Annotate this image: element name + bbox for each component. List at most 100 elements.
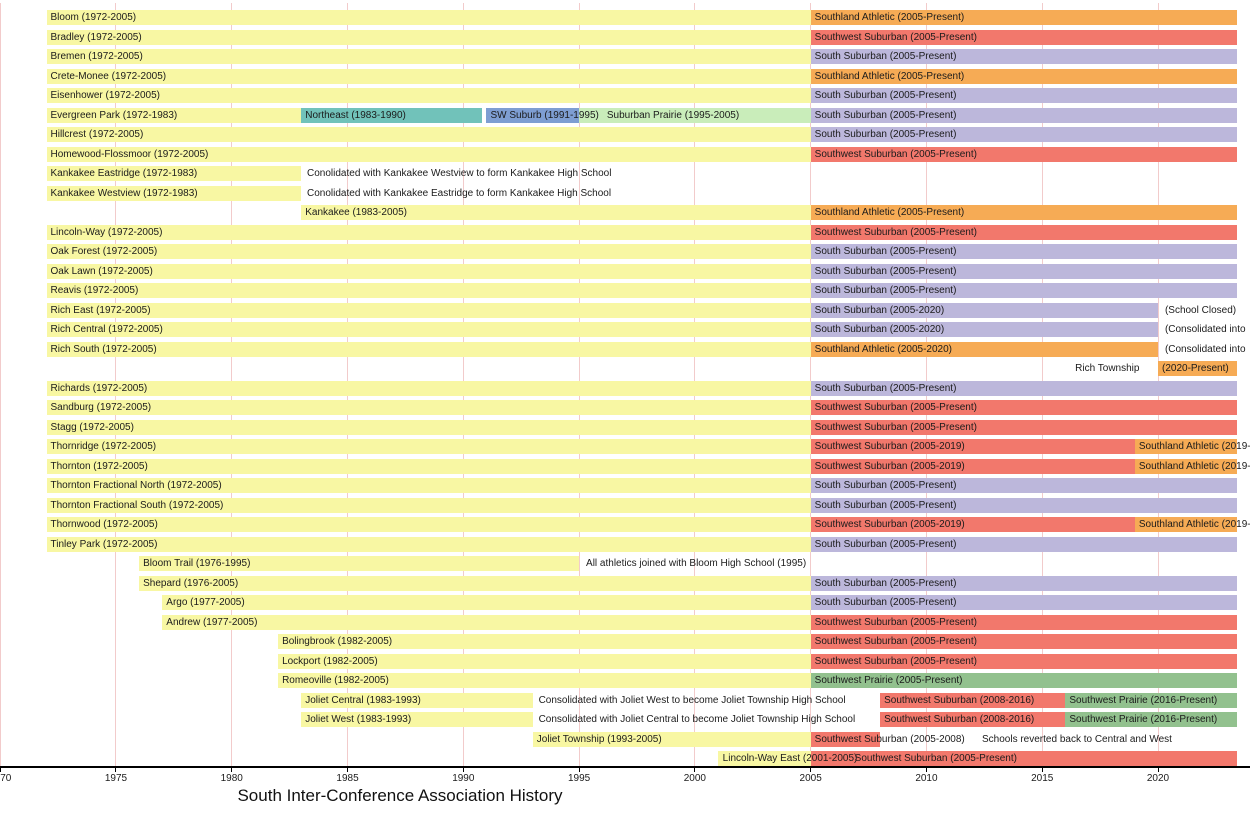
timeline-bar [810,29,1237,45]
timeline-bar [46,536,811,552]
timeline-bar-label: Eisenhower (1972-2005) [50,90,161,102]
timeline-bar-label: Homewood-Flossmoor (1972-2005) [50,148,209,160]
timeline-bar [810,68,1237,84]
timeline-bar [810,322,1158,338]
timeline-bar [1065,692,1237,708]
timeline-bar [46,478,811,494]
timeline-bar [810,673,1237,689]
timeline-bar-label: Southwest Suburban (2005-Present) [814,226,977,238]
timeline-bar-label: South Suburban (2005-2020) [814,304,945,316]
x-axis-tick [347,768,349,772]
x-axis-tick-label: 1990 [452,772,475,784]
timeline-bar [278,653,811,669]
timeline-bar-label: Thornwood (1972-2005) [50,519,158,531]
timeline-bar-label: Thornton Fractional North (1972-2005) [50,480,222,492]
timeline-bar [46,10,811,25]
timeline-bar-label: Joliet Central (1983-1993) [305,694,421,706]
timeline-bar [46,68,811,84]
timeline-bar [810,614,1237,630]
timeline-bar [46,244,811,260]
timeline-bar-label: Suburban Prairie (1995-2005) [606,109,740,121]
x-axis-tick [925,768,927,772]
timeline-bar [301,692,533,708]
timeline-bar [486,107,580,123]
timeline-bar [810,88,1237,104]
timeline-bar [46,263,811,279]
timeline-bar-label: Thornridge (1972-2005) [50,441,157,453]
timeline-bar [810,49,1237,65]
timeline-bar [579,107,811,123]
timeline-bar-label: Southwest Suburban (2005-Present) [854,753,1017,765]
timeline-bar [810,536,1237,552]
timeline-bar [718,751,811,767]
timeline-bar [46,283,811,299]
annotation-text: Consolidated with Joliet West to become … [538,694,846,706]
timeline-bar [810,205,1237,221]
timeline-bar [46,146,811,162]
timeline-bar-label: Rich Central (1972-2005) [50,324,163,336]
timeline-bar [810,517,1135,533]
annotation-text: Rich Township [1075,363,1140,375]
timeline-bar [46,380,811,396]
timeline-bar-label: Bradley (1972-2005) [50,31,142,43]
timeline-bar [46,439,811,455]
timeline-bar-label: Hillcrest (1972-2005) [50,129,144,141]
timeline-bar-label: Southland Athletic (2005-Present) [814,207,965,219]
timeline-bar [810,244,1237,260]
timeline-bar [810,263,1237,279]
x-axis-tick-label: 2010 [915,772,938,784]
x-axis-tick [1157,768,1159,772]
timeline-bar-label: Lockport (1982-2005) [282,655,378,667]
timeline-bar-label: South Suburban (2005-Present) [814,538,957,550]
timeline-bar-label: South Suburban (2005-Present) [814,51,957,63]
x-axis-tick [578,768,580,772]
timeline-bar [810,400,1237,416]
timeline-bar-label: South Suburban (2005-Present) [814,246,957,258]
timeline-bar-label: Kankakee Eastridge (1972-1983) [50,168,198,180]
timeline-bar-label: Southwest Suburban (2005-Present) [814,616,977,628]
timeline-bar-label: Southland Athletic (2019-Present) [1138,519,1250,531]
timeline-bar-label: Southwest Suburban (2008-2016) [884,714,1035,726]
x-axis-tick [115,768,117,772]
timeline-bar [810,478,1237,494]
timeline-bar-label: Thornton Fractional South (1972-2005) [50,499,224,511]
x-axis-tick [462,768,464,772]
timeline-bar [139,575,811,591]
timeline-bar [46,166,302,182]
timeline-bar-label: Romeoville (1982-2005) [282,675,389,687]
timeline-bar-label: Crete-Monee (1972-2005) [50,70,167,82]
timeline-bar [1134,517,1237,533]
timeline-bar [162,614,811,630]
timeline-bar-label: South Suburban (2005-Present) [814,129,957,141]
x-axis-tick-label: 1985 [336,772,359,784]
timeline-bar-label: Southwest Suburban (2005-2008) [814,733,965,745]
grid-line [0,3,1,767]
timeline-bar-label: Thornton (1972-2005) [50,460,148,472]
timeline-bar [46,88,811,104]
timeline-bar-label: Southwest Prairie (2016-Present) [1069,694,1218,706]
annotation-text: (Consolidated into [1164,343,1246,355]
timeline-bar [278,673,811,689]
x-axis-tick [0,768,1,772]
timeline-bar-label: Southland Athletic (2005-Present) [814,12,965,23]
timeline-bar [301,205,811,221]
timeline-bar-label: Oak Lawn (1972-2005) [50,265,153,277]
annotation-text: Consolidated with Joliet Central to beco… [538,714,856,726]
timeline-bar [810,653,1237,669]
timeline-bar-label: Andrew (1977-2005) [166,616,258,628]
timeline-bar [46,517,811,533]
timeline-bar-label: Oak Forest (1972-2005) [50,246,158,258]
x-axis-line [0,766,1250,768]
timeline-bar [301,107,482,123]
timeline-bar [46,127,811,143]
timeline-bar-label: Shepard (1976-2005) [143,577,239,589]
x-axis-tick-label: 1970 [0,772,12,784]
timeline-bar [1158,361,1237,377]
x-axis-tick-label: 1975 [104,772,128,784]
timeline-bar-label: South Suburban (2005-Present) [814,109,957,121]
annotation-text: Conolidated with Kankakee Eastridge to f… [307,187,612,199]
timeline-bar-label: Argo (1977-2005) [166,597,245,609]
timeline-bar-label: Southwest Suburban (2005-Present) [814,655,977,667]
timeline-bar-label: SW Suburb (1991-1995) [490,109,599,121]
